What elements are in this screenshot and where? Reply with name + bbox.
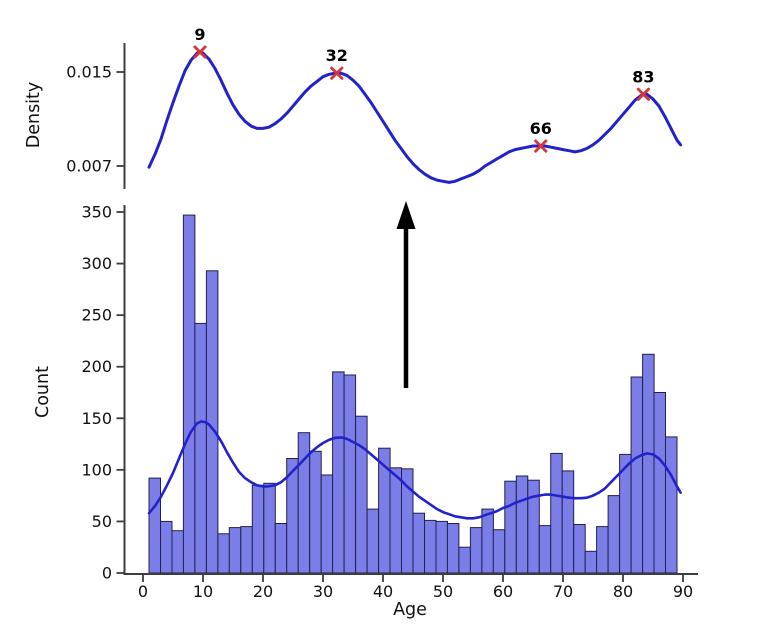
peak-marker-32: 32	[326, 46, 348, 80]
density-plot: 0.015 0.007 9 32 66 83	[66, 25, 683, 189]
histogram-bar	[160, 520, 173, 574]
age-x-tick-label: 0	[138, 582, 148, 601]
age-axis-label: Age	[393, 600, 427, 620]
histogram-bar	[366, 508, 380, 574]
count-y-tick-label: 50	[92, 512, 112, 531]
age-x-tick-label: 70	[553, 582, 573, 601]
peak-label: 83	[632, 67, 654, 86]
histogram-bar	[205, 270, 219, 574]
count-y-tick-label: 300	[81, 254, 112, 273]
histogram-bar	[263, 482, 276, 574]
histogram-bar	[171, 530, 184, 574]
age-x-tick-label: 60	[493, 582, 513, 601]
histogram-bar	[228, 527, 242, 574]
x-marker-icon	[330, 66, 344, 80]
peak-label: 9	[194, 25, 205, 44]
peak-label: 32	[326, 46, 348, 65]
histogram-bar	[607, 495, 621, 574]
age-x-tick-label: 90	[673, 582, 693, 601]
age-x-tick-label: 40	[373, 582, 393, 601]
density-kde-curve	[147, 50, 683, 184]
age-x-tick-label: 80	[613, 582, 633, 601]
up-arrow	[396, 201, 416, 388]
histogram-bar	[332, 371, 345, 574]
histogram-bar	[481, 508, 494, 574]
histogram-bar	[515, 475, 529, 574]
histogram-bar	[182, 214, 196, 574]
peak-marker-83: 83	[632, 67, 655, 101]
histogram-bar	[424, 519, 437, 574]
peak-label: 66	[530, 119, 552, 138]
histogram-bar	[343, 374, 357, 574]
count-y-tick-label: 250	[81, 306, 112, 325]
age-x-tick-label: 10	[193, 582, 213, 601]
histogram-bar	[642, 353, 655, 574]
histogram-bar	[309, 450, 322, 574]
histogram-bar	[355, 415, 368, 574]
histogram-bar	[596, 526, 609, 574]
histogram-bar	[217, 533, 230, 574]
histogram-bar	[240, 526, 253, 574]
count-y-tick-label: 200	[81, 357, 112, 376]
histogram-bar	[401, 468, 414, 574]
density-y-tick-label: 0.007	[66, 157, 112, 176]
histogram-bar	[550, 452, 563, 574]
histogram-bar	[251, 484, 265, 574]
histogram-bar	[458, 546, 471, 574]
age-x-tick-label: 50	[433, 582, 453, 601]
age-x-tick-label: 30	[313, 582, 333, 601]
histogram-plot: 0 50 100 150 200 250 300 350 0 10 20 30 40 50 60 70 80 90	[81, 203, 698, 601]
count-y-tick-label: 150	[81, 409, 112, 428]
histogram-bar	[561, 470, 575, 574]
histogram-bar	[504, 480, 517, 574]
histogram-bar	[274, 523, 288, 574]
count-axis-label: Count	[33, 366, 53, 418]
density-axis-label: Density	[24, 81, 44, 149]
histogram-bar	[492, 529, 506, 574]
histogram-bar	[469, 527, 483, 574]
histogram-bar	[630, 376, 644, 574]
density-y-tick-label: 0.015	[66, 63, 112, 82]
x-marker-icon	[193, 45, 207, 59]
x-marker-icon	[534, 139, 548, 153]
histogram-bar	[527, 479, 540, 574]
count-y-tick-label: 0	[102, 564, 112, 583]
histogram-bar	[446, 523, 460, 574]
histogram-bar	[320, 474, 334, 574]
count-y-tick-label: 100	[81, 460, 112, 479]
histogram-bar	[148, 477, 161, 574]
histogram-bar	[665, 436, 678, 574]
histogram-bar	[653, 392, 666, 574]
count-kde-curve	[147, 420, 682, 520]
histogram-bar	[412, 512, 425, 574]
age-x-tick-label: 20	[253, 582, 273, 601]
histogram-bar	[389, 467, 402, 574]
histogram-bar	[573, 524, 586, 574]
peak-marker-9: 9	[193, 25, 207, 59]
count-y-tick-label: 350	[81, 203, 112, 222]
peak-marker-66: 66	[530, 119, 552, 153]
histogram-bar	[194, 322, 207, 574]
x-marker-icon	[636, 87, 650, 101]
histogram-bar	[584, 550, 598, 574]
histogram-bar	[538, 525, 552, 574]
up-arrow-head-icon	[396, 201, 416, 229]
histogram-bar	[435, 520, 448, 574]
